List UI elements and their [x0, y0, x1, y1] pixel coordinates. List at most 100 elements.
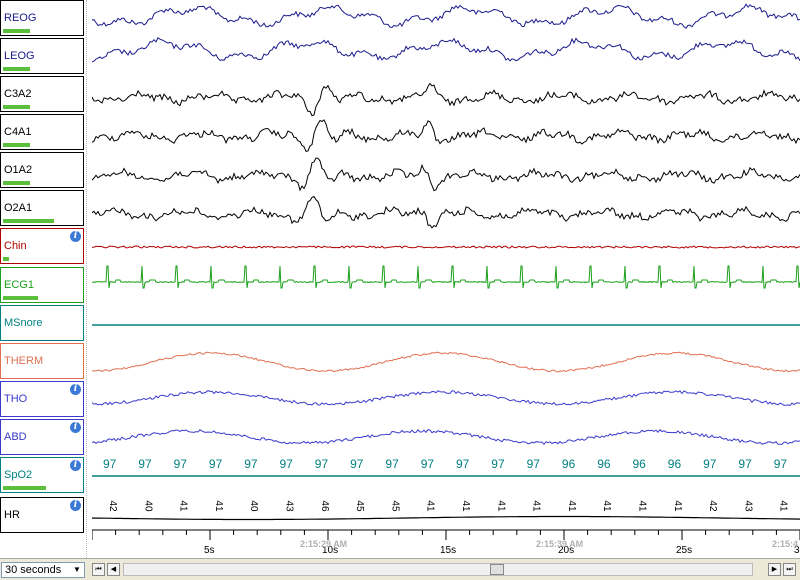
- hr-value: 41: [425, 500, 436, 512]
- channel-name: MSnore: [4, 317, 43, 329]
- channel-sidebar: REOG LEOG C3A2 C4A1 O1A2 O2A1 Chin i ECG1 MSnore T…: [0, 0, 86, 558]
- spo2-value: 97: [350, 457, 364, 471]
- channel-label-therm[interactable]: THERM: [0, 343, 84, 379]
- channel-label-leog[interactable]: LEOG: [0, 38, 84, 74]
- nav-prev-button[interactable]: ◀: [107, 563, 120, 576]
- scrollbar-thumb[interactable]: [490, 564, 504, 575]
- spo2-value: 97: [244, 457, 258, 471]
- channel-label-chin[interactable]: Chin i: [0, 228, 84, 264]
- channel-name: ABD: [4, 431, 27, 443]
- channel-label-o1a2[interactable]: O1A2: [0, 152, 84, 188]
- spo2-value: 96: [562, 457, 576, 471]
- channel-label-reog[interactable]: REOG: [0, 0, 84, 36]
- reog-trace: [92, 3, 800, 29]
- channel-gain-bar: [3, 105, 31, 109]
- clock-time-label: 2:15:29 AM: [300, 539, 347, 549]
- info-icon[interactable]: i: [70, 384, 81, 395]
- channel-name: THERM: [4, 355, 44, 367]
- hr-value: 45: [354, 500, 365, 512]
- tho-trace: [92, 390, 800, 407]
- spo2-value: 96: [597, 457, 611, 471]
- hr-value: 40: [248, 500, 259, 512]
- hr-value: 41: [672, 500, 683, 512]
- time-tick-label: 10s: [322, 545, 338, 556]
- nav-first-button[interactable]: ⏮: [92, 563, 105, 576]
- o2a1-trace: [92, 195, 800, 229]
- spo2-value: 97: [174, 457, 188, 471]
- nav-last-button[interactable]: ⏭: [783, 563, 796, 576]
- spo2-value: 97: [138, 457, 152, 471]
- channel-label-abd[interactable]: ABD i: [0, 419, 84, 455]
- channel-name: O2A1: [4, 202, 33, 214]
- epoch-length-select[interactable]: 30 seconds ▼: [1, 562, 85, 578]
- c3a2-trace: [92, 82, 800, 117]
- hr-value: 41: [213, 500, 224, 512]
- spo2-value: 96: [633, 457, 647, 471]
- hr-value: 42: [707, 500, 718, 512]
- spo2-value: 97: [315, 457, 329, 471]
- spo2-value: 97: [103, 457, 117, 471]
- channel-gain-bar: [3, 296, 39, 300]
- info-icon[interactable]: i: [70, 422, 81, 433]
- channel-gain-bar: [3, 219, 54, 223]
- hr-value: 41: [601, 500, 612, 512]
- channel-name: C3A2: [4, 88, 32, 100]
- signal-traces-panel[interactable]: 97 97 97 97 97 97 97 97 97 97 97 97 97 96 96 96 96 97 97 97…: [92, 0, 800, 558]
- spo2-value: 97: [491, 457, 505, 471]
- time-tick-label: 5s: [204, 545, 215, 556]
- chin-trace: [92, 245, 800, 249]
- info-icon[interactable]: i: [70, 500, 81, 511]
- spo2-value: 97: [703, 457, 717, 471]
- time-tick-label: 15s: [440, 545, 456, 556]
- channel-gain-bar: [3, 181, 31, 185]
- channel-name: LEOG: [4, 50, 35, 62]
- spo2-value: 97: [456, 457, 470, 471]
- channel-label-c4a1[interactable]: C4A1: [0, 114, 84, 150]
- channel-label-o2a1[interactable]: O2A1: [0, 190, 84, 226]
- bottom-toolbar: 30 seconds ▼ ⏮ ◀ ▶ ⏭: [0, 558, 800, 580]
- therm-trace: [92, 351, 800, 373]
- channel-name: Chin: [4, 240, 27, 252]
- channel-label-ecg1[interactable]: ECG1: [0, 267, 84, 303]
- c4a1-trace: [92, 119, 800, 152]
- channel-name: SpO2: [4, 469, 33, 481]
- channel-name: ECG1: [4, 279, 34, 291]
- info-icon[interactable]: i: [70, 460, 81, 471]
- o1a2-trace: [92, 157, 800, 192]
- channel-label-tho[interactable]: THO i: [0, 381, 84, 417]
- channel-name: THO: [4, 393, 28, 405]
- time-tick-label: 20s: [558, 545, 574, 556]
- time-tick-label: 30s: [794, 545, 800, 556]
- hr-value: 42: [107, 500, 118, 512]
- ecg-trace: [92, 265, 800, 289]
- nav-next-button[interactable]: ▶: [768, 563, 781, 576]
- channel-gain-bar: [3, 67, 31, 71]
- chevron-down-icon[interactable]: ▼: [73, 565, 81, 574]
- channel-label-hr[interactable]: HR i: [0, 497, 84, 533]
- channel-label-c3a2[interactable]: C3A2: [0, 76, 84, 112]
- hr-value: 46: [319, 500, 330, 512]
- hr-value: 41: [178, 500, 189, 512]
- spo2-value: 96: [668, 457, 682, 471]
- sidebar-divider: [86, 0, 92, 558]
- hr-value: 41: [531, 500, 542, 512]
- channel-gain-bar: [3, 29, 31, 33]
- spo2-value: 97: [280, 457, 294, 471]
- channel-label-msnore[interactable]: MSnore: [0, 305, 84, 341]
- epoch-scrollbar[interactable]: [123, 563, 753, 576]
- spo2-value: 97: [527, 457, 541, 471]
- spo2-value: 97: [738, 457, 752, 471]
- hr-value: 41: [778, 500, 789, 512]
- channel-name: C4A1: [4, 126, 32, 138]
- channel-gain-bar: [3, 486, 46, 490]
- hr-value: 40: [142, 500, 153, 512]
- channel-name: REOG: [4, 12, 37, 24]
- hr-value: 43: [742, 500, 753, 512]
- epoch-length-value: 30 seconds: [5, 564, 62, 576]
- hr-value: 41: [460, 500, 471, 512]
- spo2-value: 97: [385, 457, 399, 471]
- hr-value: 41: [495, 500, 506, 512]
- channel-label-spo2[interactable]: SpO2 i: [0, 457, 84, 493]
- abd-trace: [92, 428, 800, 446]
- info-icon[interactable]: i: [70, 231, 81, 242]
